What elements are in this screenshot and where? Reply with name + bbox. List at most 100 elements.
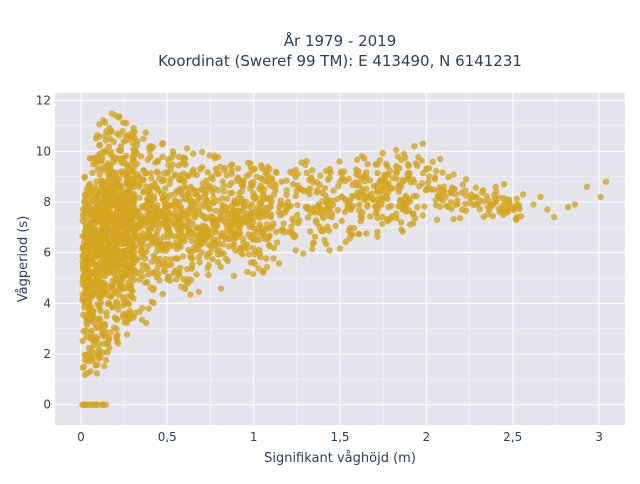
data-point <box>304 214 312 221</box>
data-point <box>98 280 105 288</box>
data-point <box>309 245 316 253</box>
data-point <box>486 206 493 214</box>
data-point <box>100 263 107 270</box>
data-point <box>147 211 154 218</box>
data-point <box>437 203 444 210</box>
data-point <box>194 187 201 195</box>
data-point <box>564 203 572 211</box>
data-point <box>270 244 278 252</box>
data-point <box>102 356 110 364</box>
data-point <box>544 206 551 213</box>
data-point <box>143 219 150 226</box>
data-point <box>179 253 187 260</box>
data-point <box>167 176 174 183</box>
data-point <box>189 168 196 176</box>
data-point <box>406 221 414 228</box>
data-point <box>148 175 155 182</box>
data-point <box>500 181 508 188</box>
data-point <box>175 162 182 169</box>
data-point <box>115 114 123 121</box>
y-tick-label: 2 <box>43 347 51 361</box>
data-point <box>283 191 290 198</box>
data-point <box>249 270 257 278</box>
data-point <box>415 154 422 161</box>
data-point <box>319 212 326 219</box>
data-point <box>400 150 408 157</box>
data-point <box>116 203 124 211</box>
data-point <box>442 193 449 200</box>
x-tick-label: 0,5 <box>158 430 177 444</box>
data-point <box>223 195 231 203</box>
data-point <box>154 158 161 165</box>
data-point <box>175 225 182 232</box>
data-point <box>499 202 506 210</box>
data-point <box>260 267 267 275</box>
data-point <box>425 178 432 186</box>
data-point <box>205 271 212 279</box>
data-point <box>87 280 94 287</box>
data-point <box>172 209 179 216</box>
data-point <box>173 276 180 283</box>
data-point <box>123 331 131 338</box>
data-point <box>383 160 390 167</box>
x-tick-label: 2 <box>423 430 431 444</box>
data-point <box>234 165 242 172</box>
data-point <box>244 268 251 276</box>
data-point <box>162 199 169 206</box>
data-point <box>300 250 307 257</box>
data-point <box>81 191 89 199</box>
data-point <box>111 221 118 228</box>
data-point <box>103 188 111 195</box>
data-point <box>198 249 205 256</box>
data-point <box>204 250 212 258</box>
data-point <box>142 255 149 262</box>
data-point <box>133 170 141 178</box>
data-point <box>311 233 319 240</box>
data-point <box>93 186 100 194</box>
data-point <box>163 218 171 225</box>
data-point <box>226 189 234 197</box>
data-point <box>226 182 233 189</box>
data-point <box>195 254 203 261</box>
data-point <box>307 185 314 192</box>
data-point <box>126 307 133 314</box>
data-point <box>79 205 87 213</box>
data-point <box>95 341 103 348</box>
data-point <box>215 153 222 161</box>
data-point <box>171 255 178 262</box>
data-point <box>133 224 140 232</box>
data-point <box>116 241 124 248</box>
data-point <box>105 257 112 264</box>
data-point <box>367 213 374 220</box>
data-point <box>223 172 230 179</box>
data-point <box>109 277 116 284</box>
data-point <box>92 271 99 278</box>
data-point <box>220 250 227 257</box>
data-point <box>399 204 407 211</box>
data-point <box>87 352 94 360</box>
data-point <box>309 167 316 174</box>
data-point <box>118 159 126 167</box>
data-point <box>412 160 420 167</box>
data-point <box>220 188 228 195</box>
data-point <box>188 265 195 272</box>
data-point <box>101 362 108 370</box>
data-point <box>537 193 544 201</box>
data-point <box>267 211 274 218</box>
data-point <box>96 315 103 322</box>
data-point <box>393 146 400 154</box>
data-point <box>110 138 117 145</box>
data-point <box>423 186 430 194</box>
data-point <box>342 238 349 246</box>
data-point <box>103 201 110 208</box>
data-point <box>295 220 302 227</box>
data-point <box>101 237 109 245</box>
data-point <box>309 240 317 247</box>
data-point <box>139 316 146 324</box>
data-point <box>94 192 101 200</box>
data-point <box>120 311 127 318</box>
data-point <box>103 128 110 135</box>
data-point <box>372 161 379 168</box>
data-point <box>162 185 169 192</box>
data-point <box>122 209 130 216</box>
